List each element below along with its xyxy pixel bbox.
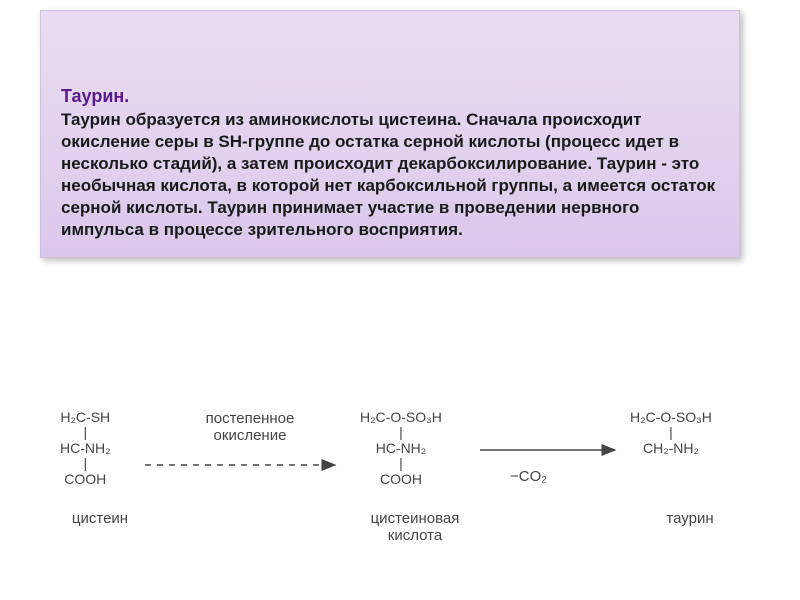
text-panel: Таурин. Таурин образуется из аминокислот… (40, 10, 740, 258)
reaction-arrows (40, 410, 760, 580)
reaction-scheme: H₂C-SH | HC-NH₂ | COOH цистеин постепенн… (40, 410, 760, 580)
slide-title: Таурин. (61, 86, 719, 107)
slide-body: Таурин образуется из аминокислоты цистеи… (61, 109, 719, 242)
